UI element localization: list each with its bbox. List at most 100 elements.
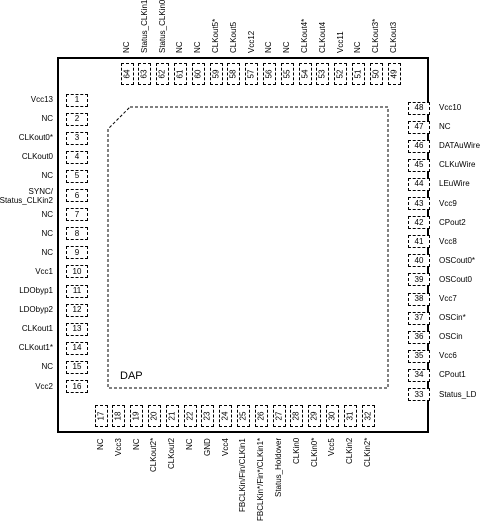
pin-label: Vcc5 (327, 438, 337, 456)
pin-box: 25 (236, 405, 250, 427)
pin-box: 56 (262, 63, 276, 85)
pin-label: NC (41, 209, 53, 219)
pin-box: 14 (66, 341, 88, 355)
pin-label: NC (41, 171, 53, 181)
pin-label: CLKout4* (300, 18, 309, 53)
pin-box: 20 (147, 405, 161, 427)
pin-label: NC (439, 122, 451, 132)
pin-number: 19 (131, 411, 141, 421)
pin-number: 49 (389, 69, 398, 79)
pin-box: 34 (408, 368, 430, 382)
pin-box: 38 (408, 292, 430, 306)
pin-number: 63 (139, 69, 149, 79)
pin-label: OSCin (439, 332, 463, 342)
pin-number: 26 (256, 411, 266, 421)
pin-label: NC (193, 41, 203, 53)
pin-box: 17 (94, 405, 108, 427)
pin-label: Vcc13 (30, 95, 53, 104)
pin-box: 63 (138, 63, 152, 85)
pin-box: 37 (408, 311, 430, 325)
pin-number: 30 (327, 411, 337, 421)
pin-box: 58 (227, 63, 241, 85)
pin-number: 52 (335, 69, 345, 79)
pin-label: Vcc8 (439, 236, 457, 246)
pin-label: CLKout0* (18, 133, 53, 143)
pin-label: SYNC/ Status_CLKin2 (0, 186, 53, 205)
pin-box: 49 (387, 63, 401, 85)
pin-box: 47 (408, 120, 430, 134)
pin-label: CLKout2 (167, 437, 177, 469)
pin-box: 5 (66, 169, 88, 183)
pin-box: 54 (298, 63, 312, 85)
pin-label: FBCLKin/Fin/CLKin1 (238, 438, 248, 512)
pin-number: 21 (167, 411, 177, 421)
pin-box: 28 (290, 405, 304, 427)
pin-box: 21 (165, 405, 179, 427)
pin-box: 8 (66, 227, 88, 241)
pin-number: 55 (282, 69, 292, 79)
pin-label: CLKout4 (317, 21, 327, 53)
pin-box: 27 (272, 405, 286, 427)
pin-label: Status_CLKin0 (157, 0, 167, 53)
pin-box: 51 (351, 63, 365, 85)
pin-box: 45 (408, 158, 430, 172)
pin-number: 51 (353, 69, 363, 79)
pin-box: 11 (66, 284, 88, 298)
pin-box: 22 (183, 405, 197, 427)
pin-box: 19 (130, 405, 144, 427)
pin-label: Vcc11 (335, 31, 345, 53)
pin-label: NC (122, 41, 131, 53)
pin-label: CLKout5* (211, 18, 220, 53)
pin-box: 59 (209, 63, 223, 85)
pin-number: 17 (96, 411, 105, 421)
pin-label: CLKout1 (21, 324, 53, 334)
pin-box: 44 (408, 177, 430, 191)
pin-label: Vcc7 (439, 294, 457, 303)
pin-box: 13 (66, 322, 88, 336)
pin-label: CLKuWire (439, 160, 476, 170)
pin-label: CLKin0 (291, 437, 301, 464)
pin-box: 9 (66, 246, 88, 260)
pin-label: Status_CLKin1 (139, 0, 149, 53)
pin-box: 46 (408, 139, 430, 153)
pin-label: CLKin0* (309, 437, 319, 467)
pin-label: Vcc1 (35, 266, 53, 276)
pin-label: CLKout3* (371, 18, 381, 53)
pin-label: LEuWire (439, 179, 470, 189)
pin-label: OSCout0* (439, 255, 476, 265)
pin-label: Status_Holdover (274, 437, 283, 497)
pin-box: 23 (201, 405, 215, 427)
pin-number: 22 (185, 411, 194, 421)
pin-number: 59 (211, 69, 220, 79)
pin-box: 39 (408, 273, 430, 287)
pin-label: NC (41, 228, 53, 238)
pin-number: 27 (274, 411, 283, 421)
pin-box: 6 (66, 189, 88, 202)
pin-box: 15 (66, 360, 88, 374)
pin-box: 36 (408, 330, 430, 344)
pin-label: Vcc10 (439, 103, 462, 112)
pin-box: 40 (408, 254, 430, 268)
pin-box: 33 (408, 388, 430, 401)
pin-box: 7 (66, 208, 88, 222)
pin-label: FBCLKin*/Fin*/CLKin1* (256, 437, 266, 521)
pin-number: 25 (238, 411, 248, 421)
pin-box: 29 (308, 405, 322, 427)
pin-box: 52 (334, 63, 348, 85)
pin-number: 24 (220, 411, 230, 421)
pin-box: 48 (408, 101, 430, 115)
pin-box: 32 (361, 405, 375, 427)
pin-number: 60 (193, 69, 203, 79)
pin-number: 32 (363, 411, 372, 421)
pin-box: 1 (66, 93, 88, 107)
pin-box: 12 (66, 303, 88, 317)
pin-number: 64 (122, 69, 131, 79)
pin-number: 54 (300, 69, 309, 79)
pin-label: CLKout2* (149, 437, 159, 472)
pin-label: OSCout0 (439, 274, 472, 284)
pin-label: Vcc12 (246, 30, 256, 53)
pin-box: 26 (254, 405, 268, 427)
pin-box: 55 (280, 63, 294, 85)
